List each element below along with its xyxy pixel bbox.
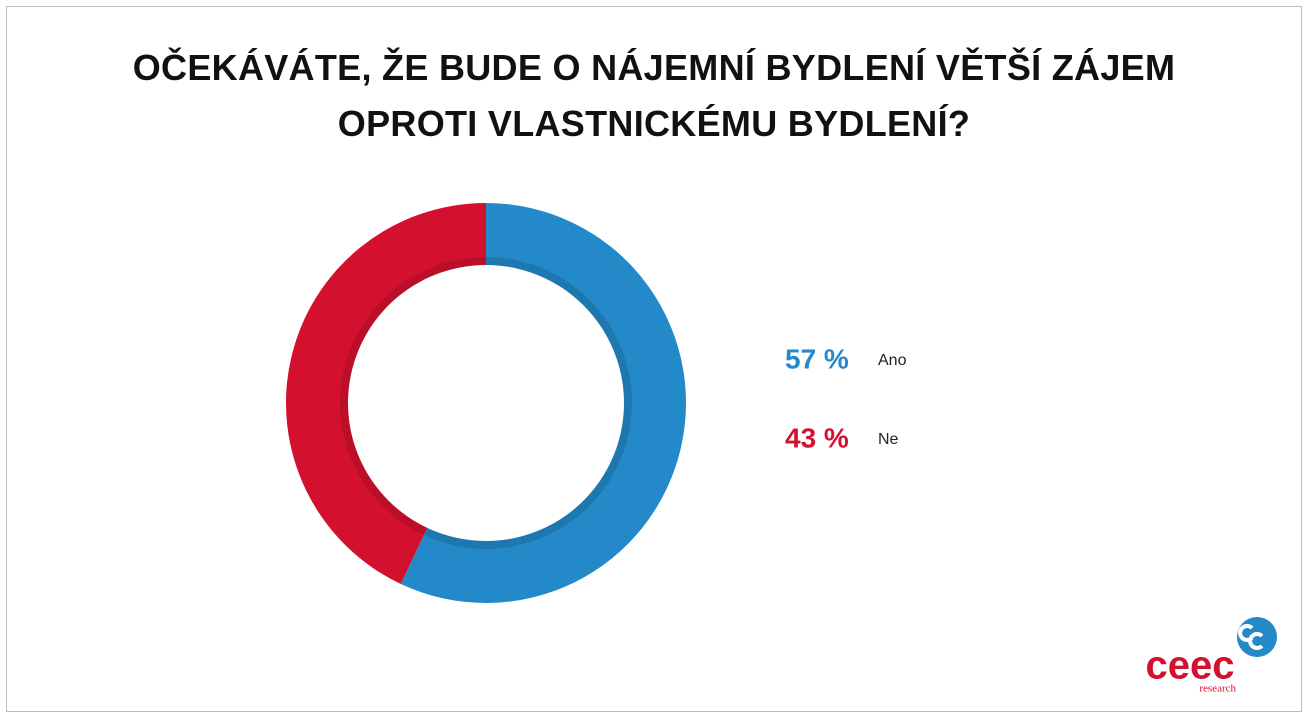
legend-label: Ano	[878, 352, 907, 369]
legend-value: 43 %	[785, 422, 849, 453]
logo-sub: research	[1199, 683, 1236, 695]
donut-inner-shadow	[340, 257, 632, 549]
legend-value: 57 %	[785, 343, 849, 374]
frame	[6, 6, 1302, 712]
donut-slice	[400, 203, 687, 603]
donut-slice	[286, 203, 486, 584]
logo-name: ceec	[1146, 644, 1235, 688]
legend-label: Ne	[878, 431, 899, 448]
chart-title: OČEKÁVÁTE, ŽE BUDE O NÁJEMNÍ BYDLENÍ VĚT…	[132, 47, 1176, 144]
logo-glyph	[1238, 624, 1264, 650]
